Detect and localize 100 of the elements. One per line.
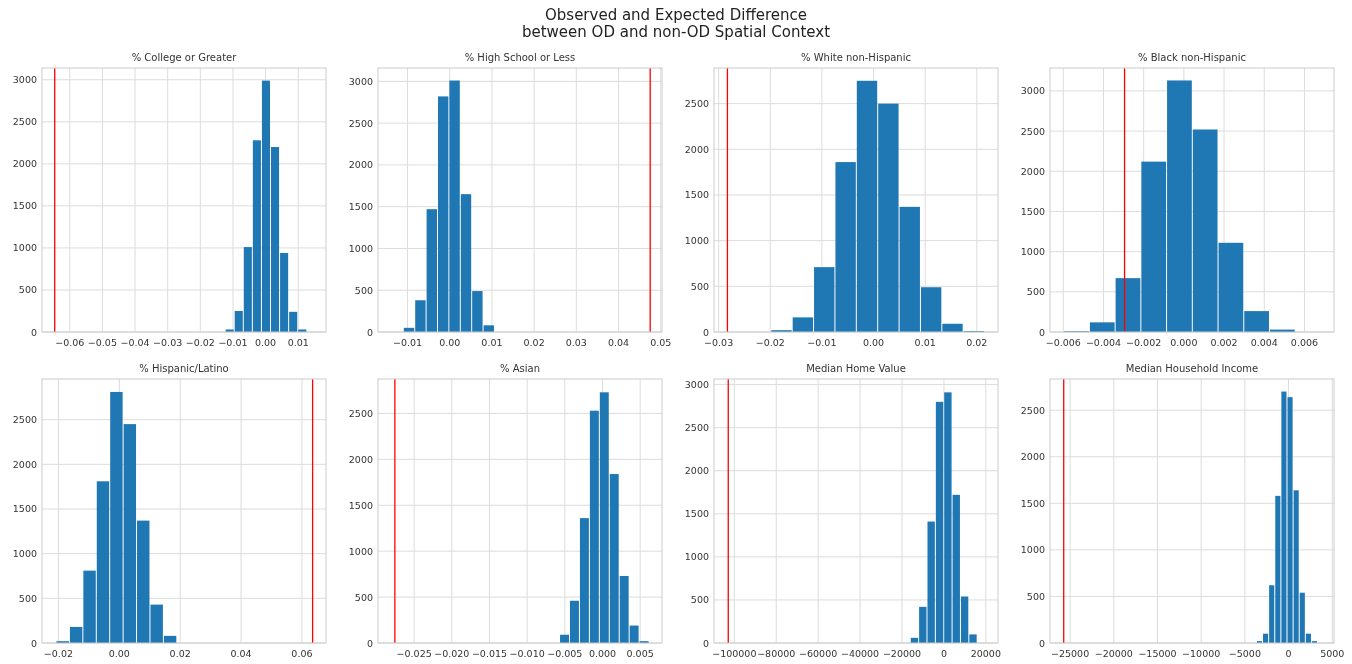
chart-title: % High School or Less [464,52,576,63]
y-tick-label: 1500 [1020,205,1045,217]
x-tick-label: 0.01 [914,337,936,348]
y-tick-label: 500 [690,280,709,292]
y-tick-label: 500 [18,592,37,604]
x-tick-label: −0.002 [1126,337,1162,348]
y-tick-label: 1000 [1020,544,1045,556]
x-tick-label: −5000 [1228,648,1261,659]
y-tick-label: 1500 [348,201,373,213]
x-tick-label: 0.01 [287,337,309,348]
y-tick-label: 2000 [1020,165,1045,177]
y-tick-label: 0 [702,637,709,649]
x-tick-label: −100000 [712,648,757,659]
y-tick-label: 0 [702,326,709,338]
y-tick-label: 500 [1026,590,1045,602]
x-tick-label: 0 [940,648,947,659]
x-tick-label: 0.00 [108,648,130,659]
x-tick-label: −10000 [1182,648,1221,659]
x-tick-label: −0.04 [120,337,150,348]
x-tick-label: −0.03 [704,337,734,348]
x-tick-label: 20000 [970,648,1001,659]
x-tick-label: 0.05 [650,337,672,348]
x-tick-label: −0.005 [547,648,583,659]
x-tick-label: −0.025 [396,648,432,659]
y-tick-label: 2500 [684,422,709,434]
y-tick-label: 500 [690,594,709,606]
y-tick-label: 0 [366,637,373,649]
x-tick-label: −25000 [1051,648,1090,659]
y-tick-label: 500 [354,284,373,296]
y-tick-label: 3000 [12,74,37,86]
chart-title: % College or Greater [131,52,238,63]
x-tick-label: −0.020 [434,648,470,659]
y-tick-label: 1000 [348,545,373,557]
y-tick-label: 1000 [1020,246,1045,258]
y-tick-label: 0 [366,326,373,338]
x-tick-label: 0.04 [230,648,252,659]
y-tick-label: 2500 [348,117,373,129]
x-tick-label: 0.002 [1210,337,1238,348]
y-tick-label: 1500 [684,508,709,520]
x-tick-label: −80000 [757,648,796,659]
x-tick-label: 0.00 [862,337,885,348]
y-tick-label: 0 [1038,326,1045,338]
x-tick-label: −20000 [882,648,922,659]
y-tick-label: 0 [30,637,37,649]
x-tick-label: 0.02 [523,337,545,348]
x-tick-label: −0.05 [87,337,117,348]
x-tick-label: −0.01 [807,337,837,348]
y-tick-label: 2000 [12,458,37,470]
x-tick-label: 5000 [1320,648,1345,659]
x-tick-label: −40000 [840,648,880,659]
x-tick-label: −0.004 [1085,337,1122,348]
y-tick-label: 2000 [684,465,709,477]
x-tick-label: 0.03 [565,337,587,348]
y-tick-label: 1500 [348,499,373,511]
y-tick-label: 3000 [348,75,373,87]
x-tick-label: −0.006 [1045,337,1081,348]
y-tick-label: 500 [1026,286,1045,298]
x-tick-label: 0.005 [626,648,654,659]
y-tick-label: 1500 [12,503,37,515]
y-tick-label: 3000 [1020,85,1045,97]
x-tick-label: 0.00 [439,337,461,348]
x-tick-label: −0.01 [392,337,423,348]
x-tick-label: −20000 [1094,648,1133,659]
x-tick-label: −0.01 [218,337,248,348]
y-tick-label: 2500 [1020,404,1045,416]
y-tick-label: 500 [18,284,37,296]
y-tick-label: 2500 [684,98,709,110]
y-tick-label: 1000 [348,242,373,254]
y-tick-label: 1500 [1020,497,1045,509]
x-tick-label: −0.02 [185,337,215,348]
chart-title: % White non-Hispanic [801,52,911,63]
y-tick-label: 2000 [684,143,709,155]
chart-title: Median Household Income [1125,363,1259,374]
y-tick-label: 2500 [348,407,373,419]
x-tick-label: 0.01 [481,337,503,348]
y-tick-label: 1500 [12,200,37,212]
chart-title: % Hispanic/Latino [139,363,229,374]
y-tick-label: 0 [1038,637,1045,649]
y-tick-label: 2500 [1020,125,1045,137]
x-tick-label: 0.000 [588,648,617,659]
y-tick-label: 1000 [684,235,709,247]
x-tick-label: −0.06 [55,337,85,348]
y-tick-label: 3000 [684,379,709,391]
x-tick-label: −0.02 [43,648,73,659]
y-tick-label: 1000 [684,551,709,563]
x-tick-label: 0.004 [1250,337,1278,348]
x-tick-label: 0.02 [966,337,988,348]
y-tick-label: 2000 [348,159,373,171]
y-tick-label: 2500 [12,414,37,426]
x-tick-label: −0.015 [471,648,508,659]
y-tick-label: 2000 [348,453,373,465]
x-tick-label: 0.04 [607,337,630,348]
y-tick-label: 500 [354,591,373,603]
x-tick-label: −0.03 [153,337,183,348]
chart-title: Median Home Value [806,363,906,374]
x-tick-label: 0.06 [291,648,313,659]
y-tick-label: 0 [30,326,37,338]
text: Observed and Expected Difference between OD and non-OD Spatial Context [521,6,831,41]
x-tick-label: −0.010 [509,648,545,659]
x-tick-label: −0.02 [755,337,785,348]
